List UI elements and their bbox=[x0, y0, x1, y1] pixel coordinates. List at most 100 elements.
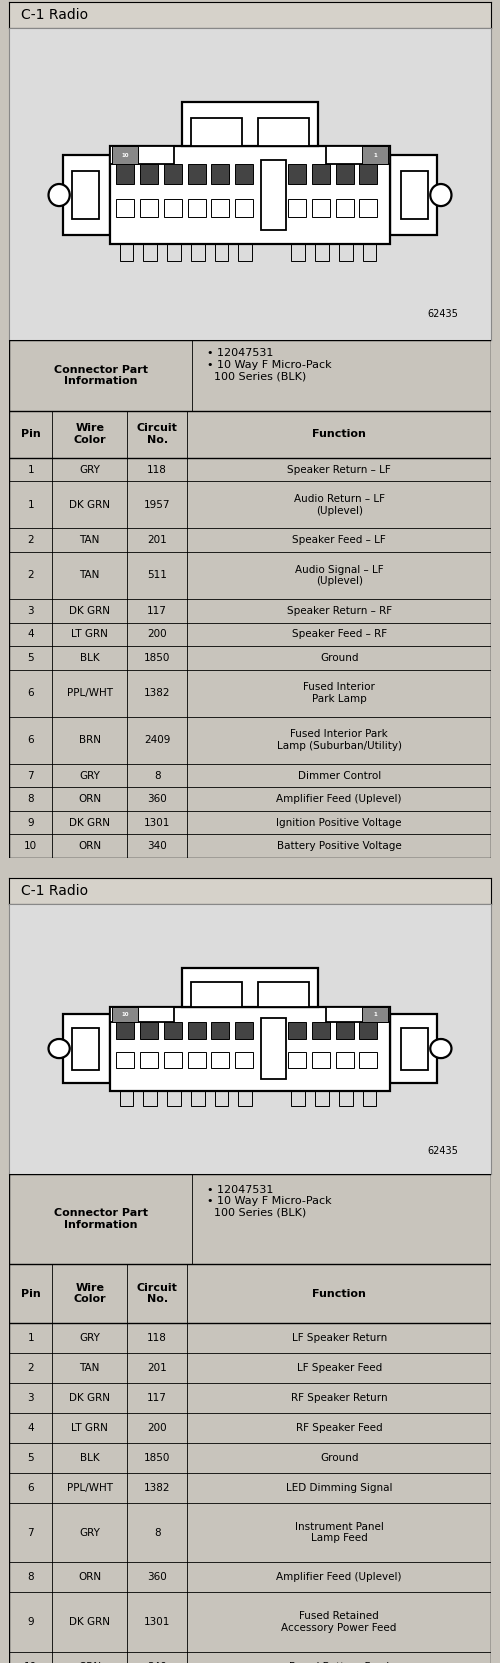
Text: RF Speaker Feed: RF Speaker Feed bbox=[296, 1424, 382, 1434]
Text: BRN: BRN bbox=[78, 735, 100, 745]
Bar bbox=[258, 981, 310, 1006]
Bar bbox=[214, 243, 228, 261]
Text: 6: 6 bbox=[28, 688, 34, 698]
Text: 2: 2 bbox=[28, 535, 34, 545]
Text: 200: 200 bbox=[148, 629, 167, 639]
Bar bbox=[260, 160, 286, 231]
Bar bbox=[235, 165, 253, 185]
Text: 1: 1 bbox=[374, 153, 377, 158]
Text: 6: 6 bbox=[28, 1483, 34, 1493]
Text: 8: 8 bbox=[28, 1573, 34, 1583]
Text: 10: 10 bbox=[121, 1011, 128, 1016]
Text: 1: 1 bbox=[28, 501, 34, 511]
Text: 8: 8 bbox=[28, 795, 34, 805]
Bar bbox=[390, 1014, 436, 1083]
Bar bbox=[182, 968, 318, 1006]
Bar bbox=[362, 1091, 376, 1106]
Text: C-1 Radio: C-1 Radio bbox=[21, 885, 88, 898]
Bar bbox=[336, 1021, 353, 1039]
Text: Audio Return – LF
(Uplevel): Audio Return – LF (Uplevel) bbox=[294, 494, 384, 516]
Bar bbox=[400, 171, 428, 220]
Bar bbox=[212, 200, 230, 218]
Text: LT GRN: LT GRN bbox=[72, 629, 108, 639]
Text: Speaker Return – LF: Speaker Return – LF bbox=[288, 464, 391, 474]
Text: Pin: Pin bbox=[21, 429, 40, 439]
Text: Circuit
No.: Circuit No. bbox=[137, 424, 177, 446]
Text: 1301: 1301 bbox=[144, 1616, 171, 1626]
Bar bbox=[112, 146, 138, 165]
Text: LF Speaker Return: LF Speaker Return bbox=[292, 1334, 387, 1344]
Text: Ignition Positive Voltage: Ignition Positive Voltage bbox=[276, 818, 402, 828]
Text: 8: 8 bbox=[154, 1528, 160, 1538]
Bar bbox=[312, 200, 330, 218]
Text: GRY: GRY bbox=[80, 770, 100, 780]
Text: Wire
Color: Wire Color bbox=[74, 1282, 106, 1304]
Text: Instrument Panel
Lamp Feed: Instrument Panel Lamp Feed bbox=[294, 1522, 384, 1543]
Circle shape bbox=[430, 185, 452, 206]
Text: Amplifier Feed (Uplevel): Amplifier Feed (Uplevel) bbox=[276, 1573, 402, 1583]
Text: 117: 117 bbox=[148, 605, 167, 615]
Bar bbox=[116, 200, 134, 218]
Text: LF Speaker Feed: LF Speaker Feed bbox=[296, 1364, 382, 1374]
Text: 2: 2 bbox=[28, 570, 34, 580]
Bar bbox=[144, 243, 157, 261]
Text: Ground: Ground bbox=[320, 1453, 358, 1463]
Bar bbox=[336, 1053, 353, 1068]
Circle shape bbox=[48, 1039, 70, 1058]
Text: BLK: BLK bbox=[80, 1453, 100, 1463]
Bar bbox=[238, 243, 252, 261]
Text: Circuit
No.: Circuit No. bbox=[137, 1282, 177, 1304]
Text: ORN: ORN bbox=[78, 841, 102, 851]
Bar bbox=[212, 165, 230, 185]
Bar bbox=[238, 1091, 252, 1106]
Bar bbox=[360, 200, 378, 218]
Bar bbox=[362, 146, 388, 165]
Text: ORN: ORN bbox=[78, 795, 102, 805]
Bar bbox=[110, 146, 174, 165]
Text: Fused Interior
Park Lamp: Fused Interior Park Lamp bbox=[303, 682, 375, 703]
Bar bbox=[288, 165, 306, 185]
Bar bbox=[288, 200, 306, 218]
Text: GRY: GRY bbox=[80, 1528, 100, 1538]
Bar bbox=[360, 1021, 378, 1039]
Bar bbox=[326, 146, 390, 165]
Text: 8: 8 bbox=[154, 770, 160, 780]
Bar bbox=[212, 1053, 230, 1068]
Bar bbox=[362, 243, 376, 261]
Text: 9: 9 bbox=[28, 818, 34, 828]
Bar bbox=[120, 243, 134, 261]
Text: 10: 10 bbox=[24, 841, 38, 851]
Bar bbox=[235, 200, 253, 218]
Bar bbox=[110, 1006, 174, 1021]
Bar bbox=[164, 1021, 182, 1039]
Text: DK GRN: DK GRN bbox=[69, 501, 110, 511]
Text: Function: Function bbox=[312, 1289, 366, 1299]
Text: • 12047531
• 10 Way F Micro-Pack
  100 Series (BLK): • 12047531 • 10 Way F Micro-Pack 100 Ser… bbox=[206, 1184, 331, 1217]
Text: 201: 201 bbox=[148, 1364, 167, 1374]
Bar bbox=[116, 1053, 134, 1068]
Bar bbox=[339, 1091, 352, 1106]
Text: 200: 200 bbox=[148, 1424, 167, 1434]
Text: 118: 118 bbox=[148, 1334, 167, 1344]
Bar bbox=[188, 1021, 206, 1039]
Text: GRY: GRY bbox=[80, 464, 100, 474]
Bar bbox=[116, 1021, 134, 1039]
Text: 2409: 2409 bbox=[144, 735, 171, 745]
Bar bbox=[362, 1006, 388, 1021]
Text: 1301: 1301 bbox=[144, 818, 171, 828]
Text: Fused Retained
Accessory Power Feed: Fused Retained Accessory Power Feed bbox=[282, 1611, 397, 1633]
Bar bbox=[360, 165, 378, 185]
Bar bbox=[72, 1028, 100, 1069]
Text: LED Dimming Signal: LED Dimming Signal bbox=[286, 1483, 393, 1493]
Text: TAN: TAN bbox=[80, 535, 100, 545]
Text: 1850: 1850 bbox=[144, 1453, 171, 1463]
Text: BLK: BLK bbox=[80, 654, 100, 664]
Bar bbox=[292, 243, 305, 261]
Text: 360: 360 bbox=[148, 1573, 167, 1583]
Bar bbox=[235, 1021, 253, 1039]
Bar bbox=[288, 1053, 306, 1068]
Text: Amplifier Feed (Uplevel): Amplifier Feed (Uplevel) bbox=[276, 795, 402, 805]
Text: 62435: 62435 bbox=[427, 1146, 458, 1156]
Text: GRY: GRY bbox=[80, 1334, 100, 1344]
Text: Speaker Return – RF: Speaker Return – RF bbox=[286, 605, 392, 615]
